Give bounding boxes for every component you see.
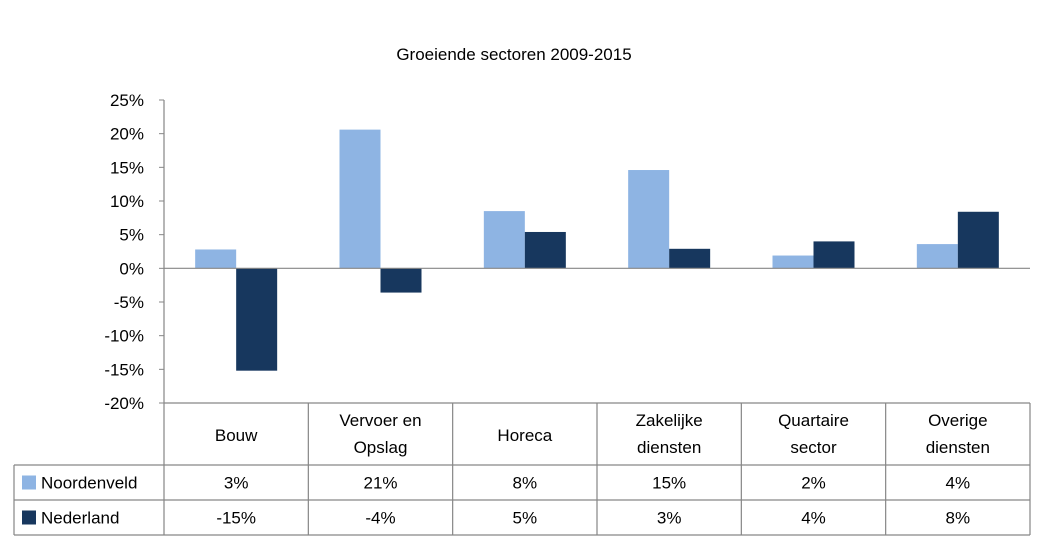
table-cell: 8% [946, 509, 971, 528]
y-tick-label: 0% [119, 259, 144, 278]
chart-title: Groeiende sectoren 2009-2015 [396, 45, 631, 64]
bar-noordenveld [195, 249, 237, 269]
category-label: Bouw [215, 426, 258, 445]
category-label: Overige diensten [926, 411, 990, 457]
bar-nederland [957, 211, 999, 269]
legend-label: Noordenveld [41, 474, 137, 493]
legend-key-noordenveld [22, 475, 36, 490]
legend-key-nederland [22, 510, 36, 525]
y-tick-label: 15% [110, 158, 144, 177]
table-cell: 5% [513, 509, 538, 528]
y-tick-label: -10% [104, 327, 144, 346]
table-cell: 15% [652, 474, 686, 493]
bar-noordenveld [916, 244, 958, 269]
bar-nederland [236, 268, 278, 371]
table-cell: 4% [946, 474, 971, 493]
category-label: Quartaire sector [778, 411, 849, 457]
data-table: Bouw Vervoer en Opslag Horeca Zakelijke diens… [13, 402, 1031, 536]
table-cell: -4% [365, 509, 395, 528]
y-tick-label: 25% [110, 91, 144, 110]
bar-nederland [380, 268, 422, 293]
table-cell: 2% [801, 474, 826, 493]
category-label: Vervoer en Opslag [339, 411, 421, 457]
bar-noordenveld [628, 170, 670, 269]
bars [195, 129, 999, 371]
table-cell: 4% [801, 509, 826, 528]
y-tick-label: -20% [104, 394, 144, 413]
y-tick-label: -5% [114, 293, 144, 312]
legend-label: Nederland [41, 509, 119, 528]
table-cell: 21% [363, 474, 397, 493]
bar-nederland [813, 241, 855, 269]
y-tick-label: 10% [110, 192, 144, 211]
bar-nederland [669, 248, 711, 269]
bar-noordenveld [772, 255, 814, 269]
table-cell: 8% [513, 474, 538, 493]
category-label: Zakelijke diensten [636, 411, 703, 457]
bar-noordenveld [339, 129, 381, 269]
axes [163, 100, 1030, 403]
bar-nederland [524, 231, 566, 269]
y-tick-label: -15% [104, 360, 144, 379]
category-label: Horeca [497, 426, 552, 445]
y-tick-label: 20% [110, 125, 144, 144]
table-cell: 3% [657, 509, 682, 528]
table-cell: -15% [216, 509, 256, 528]
bar-noordenveld [483, 211, 525, 269]
y-axis: 25% 20% 15% 10% 5% 0% -5% -10% -15% -20% [104, 91, 164, 413]
table-cell: 3% [224, 474, 249, 493]
y-tick-label: 5% [119, 226, 144, 245]
